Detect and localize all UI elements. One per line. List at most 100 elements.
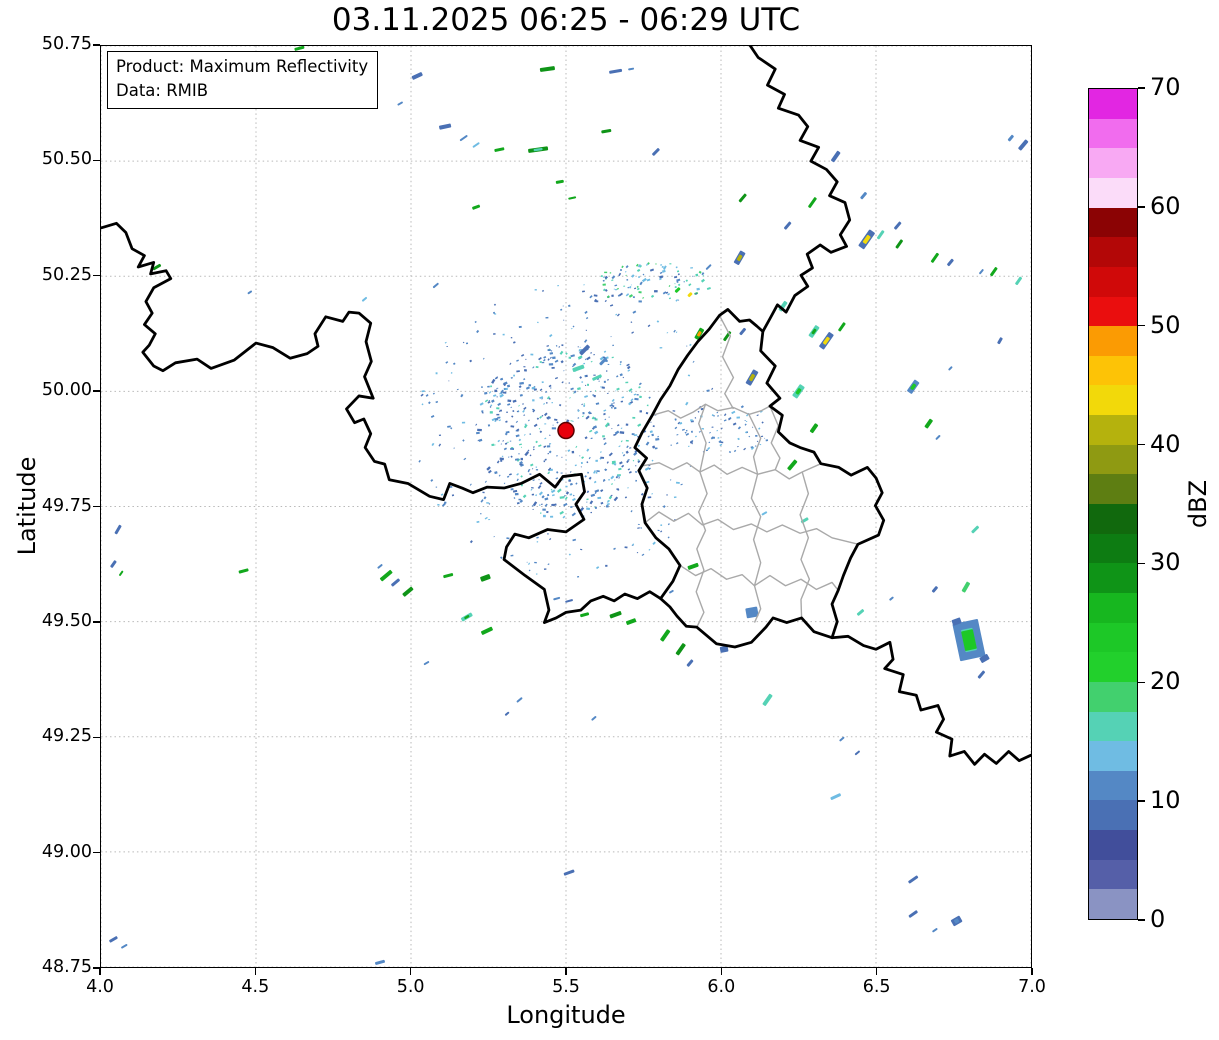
- radar-echo: [876, 230, 885, 240]
- radar-echo: [504, 711, 510, 716]
- colorbar-tick-mark: [1138, 206, 1145, 208]
- colorbar-segment: [1089, 741, 1137, 771]
- radar-echo: [809, 423, 819, 434]
- radar-echo: [895, 239, 903, 249]
- country-border: [749, 46, 852, 333]
- radar-site-marker: [557, 421, 575, 440]
- colorbar-segment: [1089, 563, 1137, 593]
- radar-echo: [990, 267, 998, 277]
- radar-echo: [480, 574, 491, 582]
- y-tick-label: 50.50: [41, 149, 92, 170]
- y-tick-mark: [93, 967, 100, 969]
- radar-echo: [733, 250, 746, 266]
- y-tick-label: 49.00: [41, 841, 92, 862]
- region-border: [799, 471, 811, 618]
- radar-echo: [687, 292, 693, 298]
- radar-echo: [599, 357, 608, 366]
- radar-echo: [361, 296, 368, 302]
- radar-echo: [152, 263, 162, 271]
- country-border: [101, 221, 662, 624]
- radar-echo: [121, 944, 128, 949]
- radar-echo: [459, 135, 468, 142]
- radar-echo: [591, 716, 597, 721]
- radar-echo: [555, 179, 564, 184]
- y-tick-label: 48.75: [41, 957, 92, 977]
- radar-echo: [830, 793, 841, 800]
- radar-echo: [894, 221, 902, 230]
- y-tick-mark: [93, 505, 100, 508]
- radar-echo: [572, 364, 585, 372]
- colorbar-label: dBZ: [1184, 479, 1212, 529]
- radar-echo: [379, 569, 393, 582]
- colorbar-segment: [1089, 148, 1137, 178]
- colorbar-segment: [1089, 889, 1137, 919]
- radar-echo: [808, 325, 820, 338]
- x-tick-label: 6.5: [862, 977, 891, 997]
- y-tick-label: 50.00: [41, 380, 92, 401]
- plot-area: Product: Maximum Reflectivity Data: RMIB: [100, 45, 1032, 968]
- colorbar-segment: [1089, 89, 1137, 119]
- colorbar-tick-mark: [1138, 919, 1145, 921]
- y-tick-mark: [93, 275, 100, 277]
- radar-echo: [675, 643, 686, 656]
- y-tick-mark: [93, 736, 100, 738]
- figure-title: 03.11.2025 06:25 - 06:29 UTC: [331, 2, 801, 38]
- region-border: [644, 511, 859, 545]
- colorbar-segment: [1089, 800, 1137, 831]
- y-tick-mark: [93, 390, 100, 392]
- x-tick-mark: [254, 968, 257, 975]
- y-tick-mark: [93, 44, 100, 46]
- colorbar-segment: [1089, 652, 1137, 682]
- radar-echo: [1018, 139, 1029, 151]
- radar-echo: [889, 596, 894, 601]
- x-tick-label: 4.0: [86, 977, 114, 997]
- radar-echo: [1015, 276, 1023, 285]
- radar-echo: [402, 586, 414, 597]
- region-border: [679, 564, 839, 591]
- colorbar-segment: [1089, 504, 1137, 534]
- radar-echo: [472, 204, 481, 210]
- radar-echo: [247, 290, 253, 295]
- colorbar-segment: [1089, 622, 1137, 653]
- radar-echo: [579, 344, 590, 356]
- radar-echo: [719, 645, 729, 653]
- info-source: Data: RMIB: [116, 80, 209, 100]
- radar-echo: [626, 618, 637, 625]
- radar-echo: [553, 596, 561, 601]
- radar-echo: [948, 366, 953, 371]
- radar-echo: [854, 750, 860, 756]
- map-canvas: [101, 46, 1031, 967]
- radar-echo: [294, 46, 305, 51]
- radar-echo: [947, 258, 954, 267]
- radar-echo: [831, 150, 841, 163]
- x-tick-mark: [1031, 968, 1033, 975]
- colorbar-tick-mark: [1138, 562, 1145, 565]
- colorbar-tick-label: 60: [1150, 191, 1181, 220]
- radar-echo: [601, 129, 612, 134]
- colorbar-tick-label: 70: [1150, 73, 1181, 101]
- x-tick-mark: [409, 968, 412, 975]
- radar-echo: [411, 72, 423, 80]
- radar-echo: [391, 578, 400, 587]
- x-tick-mark: [720, 968, 723, 975]
- colorbar-segment: [1089, 592, 1137, 623]
- y-tick-label: 49.50: [41, 610, 92, 631]
- radar-echo: [787, 459, 798, 471]
- colorbar: [1088, 88, 1138, 920]
- region-border: [769, 405, 781, 470]
- colorbar-segment: [1089, 207, 1137, 238]
- radar-echo: [808, 197, 817, 208]
- radar-echo: [792, 384, 805, 399]
- radar-echo: [961, 581, 970, 593]
- colorbar-segment: [1089, 711, 1137, 742]
- y-tick-mark: [93, 851, 100, 854]
- radar-echo: [931, 586, 938, 593]
- radar-echo: [110, 560, 117, 568]
- radar-echo: [738, 193, 747, 203]
- colorbar-segment: [1089, 474, 1137, 505]
- y-tick-label: 49.25: [41, 726, 92, 747]
- colorbar-segment: [1089, 326, 1137, 356]
- radar-echo: [423, 661, 430, 666]
- radar-echo: [839, 736, 845, 742]
- country-border: [830, 634, 1031, 766]
